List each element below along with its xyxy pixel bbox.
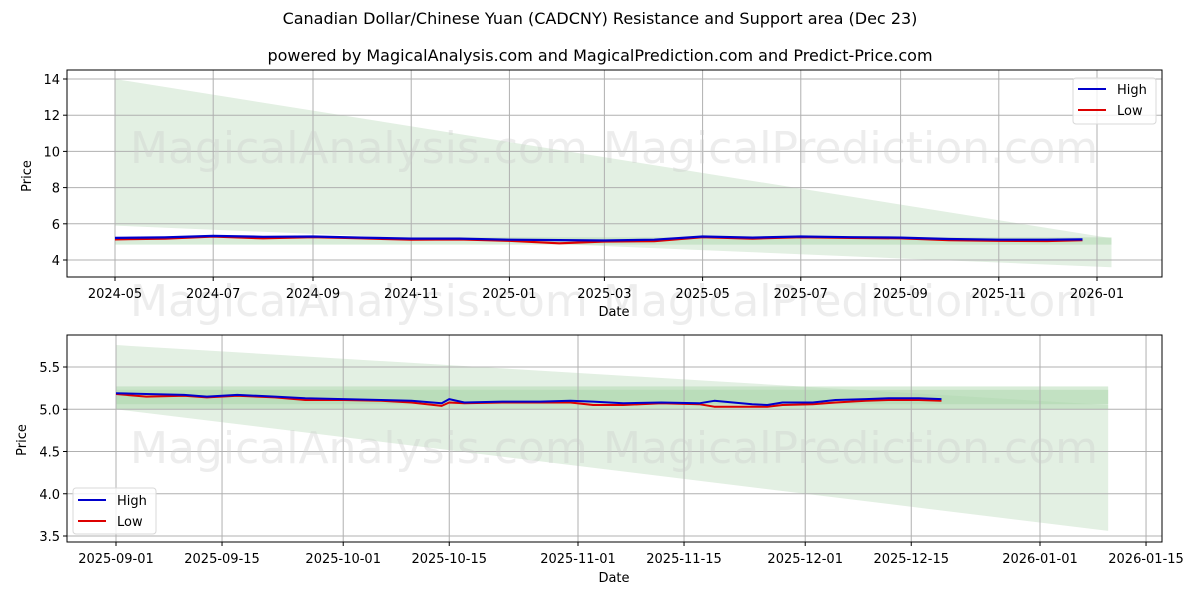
x-tick-label: 2025-09 xyxy=(873,287,927,302)
series-high-line xyxy=(114,234,1083,242)
y-tick-label: 14 xyxy=(43,73,60,88)
bottom-axes-frame xyxy=(66,334,1163,543)
legend-high-label: High xyxy=(1117,83,1147,98)
watermark-analysis: MagicalAnalysis.com xyxy=(130,123,588,174)
top-price-lines xyxy=(114,234,1083,245)
x-tick-label: 2025-10-15 xyxy=(411,552,487,567)
bottom-ticks: 3.5 4.0 4.5 5.0 5.5 2025-09-01 2025-09-15 2025-… xyxy=(39,361,1184,567)
x-tick-label: 2025-07 xyxy=(774,287,828,302)
y-tick-label: 5.5 xyxy=(39,361,60,376)
watermark-analysis-bottom: MagicalAnalysis.com xyxy=(130,423,588,474)
bottom-price-lines xyxy=(115,392,942,408)
top-chart: MagicalAnalysis.com MagicalPrediction.co… xyxy=(20,69,1163,327)
y-tick-label: 3.5 xyxy=(39,530,60,545)
x-tick-label: 2025-11-15 xyxy=(646,552,722,567)
x-tick-label: 2026-01-15 xyxy=(1108,552,1184,567)
top-ticks: 4 6 8 10 12 14 2024-05 2024-07 2024-09 2024-11 202… xyxy=(43,73,1124,302)
watermark-prediction-bottom: MagicalPrediction.com xyxy=(603,423,1098,474)
x-tick-label: 2026-01-01 xyxy=(1002,552,1078,567)
top-x-label: Date xyxy=(598,305,629,320)
y-tick-label: 8 xyxy=(52,182,60,197)
band-resistance-support-wedge xyxy=(115,79,1112,268)
y-tick-label: 4.0 xyxy=(39,488,60,503)
top-legend: High Low xyxy=(1072,77,1157,125)
x-tick-label: 2026-01 xyxy=(1070,287,1124,302)
band-resistance-support-wedge xyxy=(116,345,1109,531)
watermark-prediction: MagicalPrediction.com xyxy=(603,123,1098,174)
x-tick-label: 2025-10-01 xyxy=(305,552,381,567)
x-tick-label: 2025-03 xyxy=(577,287,631,302)
y-tick-label: 4 xyxy=(52,254,60,269)
x-tick-label: 2025-11 xyxy=(972,287,1026,302)
x-tick-label: 2025-11-01 xyxy=(540,552,616,567)
top-grid xyxy=(67,70,1162,277)
bottom-chart: MagicalAnalysis.com MagicalPrediction.co… xyxy=(15,334,1184,586)
x-tick-label: 2025-09-01 xyxy=(78,552,154,567)
x-tick-label: 2024-11 xyxy=(384,287,438,302)
x-tick-label: 2025-12-15 xyxy=(873,552,949,567)
watermark-analysis-lower: MagicalAnalysis.com xyxy=(130,276,588,327)
bottom-x-label: Date xyxy=(598,571,629,586)
y-tick-label: 10 xyxy=(43,145,60,160)
bottom-grid xyxy=(67,335,1162,542)
watermark-prediction-lower: MagicalPrediction.com xyxy=(603,276,1098,327)
x-tick-label: 2025-09-15 xyxy=(184,552,260,567)
top-y-label: Price xyxy=(20,160,35,192)
series-high-line xyxy=(115,392,942,406)
legend-low-label: Low xyxy=(1117,104,1143,119)
x-tick-label: 2025-05 xyxy=(675,287,729,302)
y-tick-label: 4.5 xyxy=(39,446,60,461)
y-tick-label: 12 xyxy=(43,109,60,124)
x-tick-label: 2025-12-01 xyxy=(767,552,843,567)
x-tick-label: 2025-01 xyxy=(482,287,536,302)
bottom-legend: High Low xyxy=(72,487,157,535)
bottom-y-label: Price xyxy=(15,424,30,456)
band-support-band-outer xyxy=(116,386,1109,410)
chart-subtitle: powered by MagicalAnalysis.com and Magic… xyxy=(267,46,933,65)
x-tick-label: 2024-07 xyxy=(186,287,240,302)
x-tick-label: 2024-09 xyxy=(286,287,340,302)
top-axes-frame xyxy=(66,69,1163,278)
legend-low-label: Low xyxy=(117,515,143,530)
x-tick-label: 2024-05 xyxy=(88,287,142,302)
y-tick-label: 5.0 xyxy=(39,403,60,418)
legend-high-label: High xyxy=(117,494,147,509)
y-tick-label: 6 xyxy=(52,218,60,233)
chart-title: Canadian Dollar/Chinese Yuan (CADCNY) Re… xyxy=(282,9,918,28)
